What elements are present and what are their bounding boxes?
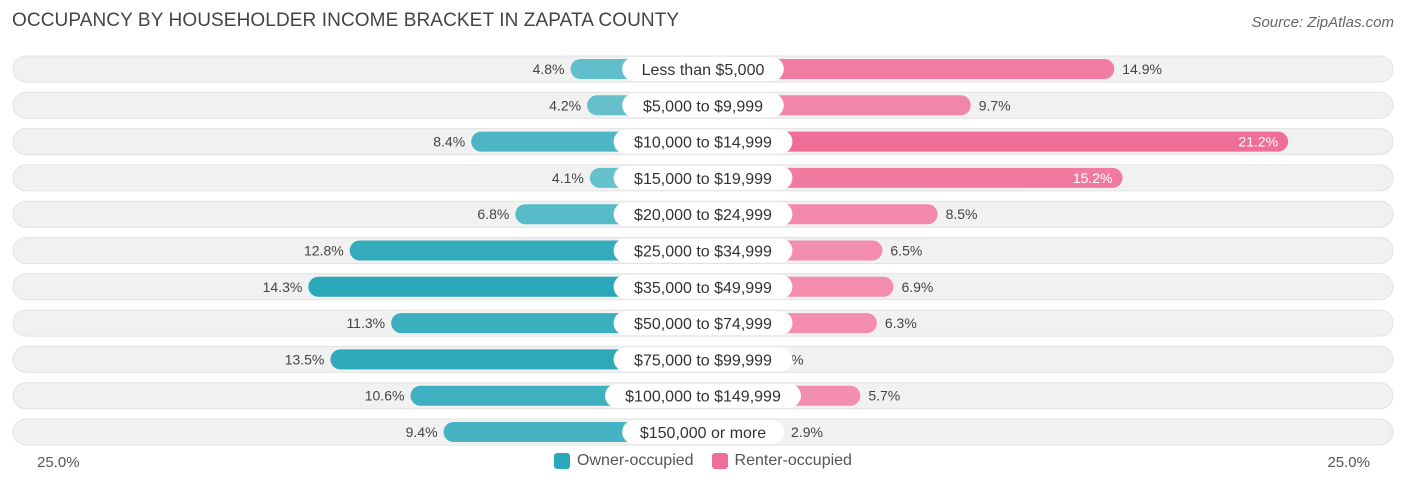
category-pill <box>613 129 793 154</box>
renter-bar <box>703 59 1115 79</box>
axis-left-label: 25.0% <box>37 454 80 471</box>
owner-value-label: 6.8% <box>477 206 509 222</box>
category-pill <box>622 420 784 444</box>
category-label: $5,000 to $9,999 <box>643 98 763 115</box>
owner-value-label: 13.5% <box>285 351 325 367</box>
owner-value-label: 14.3% <box>263 279 303 295</box>
category-label: $75,000 to $99,999 <box>634 352 772 369</box>
source-label: Source: ZipAtlas.com <box>1251 14 1394 31</box>
category-label: $25,000 to $34,999 <box>634 244 772 261</box>
renter-bar <box>703 131 1289 152</box>
owner-value-label: 11.3% <box>346 315 385 331</box>
renter-value-label: 9.7% <box>979 97 1011 113</box>
owner-value-label: 8.4% <box>433 134 465 150</box>
legend: Owner-occupied Renter-occupied <box>0 452 1406 470</box>
diverging-bar-chart: 4.8% 14.9% Less than $5,000 4.2% 9.7% $5,000 … <box>12 55 1394 446</box>
category-pill <box>613 311 793 336</box>
category-pill <box>622 93 784 118</box>
legend-item-owner: Owner-occupied <box>554 452 694 470</box>
owner-value-label: 10.6% <box>365 388 405 404</box>
category-label: $20,000 to $24,999 <box>634 207 772 224</box>
category-label: $50,000 to $74,999 <box>634 316 772 333</box>
owner-value-label: 4.8% <box>533 61 565 77</box>
owner-value-label: 4.1% <box>552 170 584 186</box>
category-label: Less than $5,000 <box>642 62 765 79</box>
category-pill <box>622 57 784 81</box>
axis-right-label: 25.0% <box>1327 454 1370 471</box>
legend-item-renter: Renter-occupied <box>711 452 852 470</box>
category-pill <box>613 274 793 299</box>
category-pill <box>613 202 793 227</box>
renter-value-label: 6.5% <box>890 243 922 259</box>
category-pill <box>613 347 793 372</box>
renter-value-label: 5.7% <box>868 388 900 404</box>
category-pill <box>613 238 793 263</box>
category-label: $150,000 or more <box>640 425 766 442</box>
renter-bar <box>703 167 1123 188</box>
renter-value-label: 6.9% <box>901 279 933 295</box>
renter-value-label: 6.3% <box>885 315 917 331</box>
owner-value-label: 9.4% <box>406 424 438 440</box>
chart-title: OCCUPANCY BY HOUSEHOLDER INCOME BRACKET … <box>12 10 680 31</box>
renter-swatch <box>711 453 728 469</box>
renter-value-label: 15.2% <box>1073 170 1113 186</box>
legend-owner-label: Owner-occupied <box>577 452 694 469</box>
owner-value-label: 12.8% <box>304 243 344 259</box>
renter-value-label: 14.9% <box>1122 61 1162 77</box>
category-label: $10,000 to $14,999 <box>634 135 772 152</box>
category-pill <box>613 165 793 190</box>
owner-value-label: 4.2% <box>549 97 581 113</box>
owner-swatch <box>554 453 571 469</box>
category-pill <box>605 383 801 408</box>
category-label: $100,000 to $149,999 <box>625 389 781 406</box>
renter-value-label: 8.5% <box>946 206 978 222</box>
category-label: $15,000 to $19,999 <box>634 171 772 188</box>
owner-bar <box>349 240 703 261</box>
owner-bar <box>308 276 703 297</box>
renter-value-label: 21.2% <box>1238 134 1278 150</box>
legend-renter-label: Renter-occupied <box>734 452 852 469</box>
renter-value-label: 2.9% <box>791 424 823 440</box>
owner-bar <box>330 349 703 370</box>
category-label: $35,000 to $49,999 <box>634 280 772 297</box>
